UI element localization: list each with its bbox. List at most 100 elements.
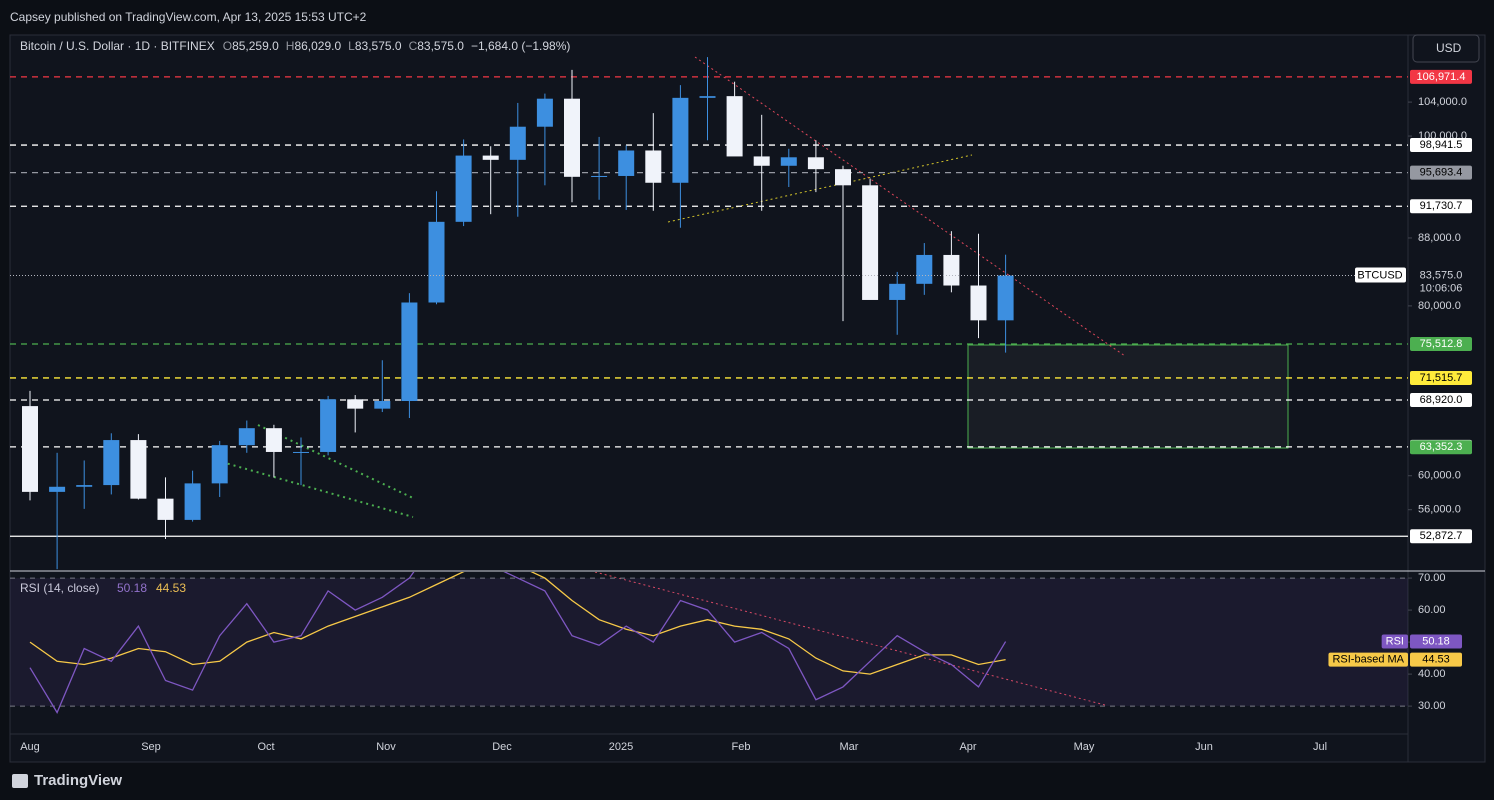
level-label: 75,512.8 [1420, 338, 1463, 350]
candle-body [618, 150, 635, 176]
level-tag [1410, 529, 1472, 544]
series-tag-name: RSI [1386, 635, 1404, 647]
series-tag [1381, 634, 1408, 649]
publisher-line: Capsey published on TradingView.com, Apr… [10, 10, 367, 24]
value-tag [1410, 652, 1462, 667]
value-label: 44.53 [1422, 654, 1450, 666]
level-tag [1410, 370, 1472, 385]
wedge-line [257, 424, 414, 499]
ohlc-value: 85,259.0 [232, 39, 279, 53]
level-tag [1410, 69, 1472, 84]
rsi-line [29, 572, 1007, 714]
candle-body [157, 498, 174, 520]
ohlc-key: O [223, 39, 232, 53]
symbol-tag [1355, 267, 1406, 283]
candles [22, 57, 1014, 570]
trendline [694, 56, 1126, 357]
y-tick-label: 104,000.0 [1418, 96, 1467, 108]
level-label: 63,352.3 [1420, 441, 1463, 453]
candle-body [184, 483, 201, 520]
level-tag [1410, 392, 1472, 407]
rsi-title: RSI (14, close) [20, 581, 99, 595]
level-tag [1410, 337, 1472, 352]
price-label: 83,575.0 [1420, 269, 1463, 281]
x-tick-label: Jul [1313, 741, 1327, 753]
candle-body [211, 445, 228, 484]
x-tick-label: Nov [376, 741, 396, 753]
level-label: 71,515.7 [1420, 372, 1463, 384]
candle-body [238, 428, 255, 446]
candle-body [889, 283, 906, 300]
rsi-value: 50.18 [117, 581, 147, 595]
currency-button[interactable] [1412, 34, 1480, 63]
rsi-band [10, 578, 1408, 707]
price-tag [1410, 267, 1472, 296]
value-tag [1410, 634, 1462, 649]
candle-body [807, 157, 824, 170]
symbol-label: BTCUSD [1357, 269, 1402, 281]
y-tick-label: 56,000.0 [1418, 504, 1461, 516]
level-tag [1410, 199, 1472, 214]
top-bar [0, 0, 1494, 35]
rsi-line [29, 572, 1006, 675]
value-label: 50.18 [1422, 635, 1450, 647]
x-tick-label: Oct [257, 741, 274, 753]
level-tag [1410, 440, 1472, 455]
y-tick-label: 80,000.0 [1418, 300, 1461, 312]
y-tick-label: 60.00 [1418, 604, 1446, 616]
trendline [667, 154, 973, 223]
series-tag-name: RSI-based MA [1332, 654, 1404, 666]
level-tag [1410, 138, 1472, 153]
level-label: 95,693.4 [1420, 167, 1463, 179]
x-tick-label: Sep [141, 741, 161, 753]
countdown: 10:06:06 [1420, 282, 1463, 294]
candle-body [916, 254, 933, 284]
candle-body [591, 175, 608, 177]
drawings [221, 56, 1289, 518]
currency-label[interactable]: USD [1436, 41, 1462, 55]
rsi-lines [29, 572, 1007, 714]
rsi-ma-value: 44.53 [156, 581, 186, 595]
footer-logo: TradingView [12, 772, 122, 789]
x-tick-label: Mar [840, 741, 859, 753]
candle-body [374, 401, 391, 409]
candle-body [564, 98, 580, 177]
candle-body [645, 150, 662, 183]
series-tag [1328, 652, 1408, 667]
y-tick-label: 70.00 [1418, 572, 1446, 584]
candle-body [428, 221, 445, 303]
candle-body [130, 440, 147, 499]
candle-body [726, 96, 743, 157]
candle-body [699, 96, 716, 98]
x-tick-label: 2025 [609, 741, 633, 753]
level-label: 98,941.5 [1420, 139, 1463, 151]
candle-body [835, 169, 851, 186]
y-tick-label: 40.00 [1418, 668, 1446, 680]
change: −1,684.0 (−1.98%) [471, 39, 570, 53]
candle-body [997, 275, 1014, 321]
candle-body [103, 440, 120, 486]
level-label: 68,920.0 [1420, 394, 1463, 406]
symbol-title: Bitcoin / U.S. Dollar · 1D · BITFINEX [20, 39, 215, 53]
candle-body [862, 185, 879, 300]
x-tick-label: Apr [959, 741, 976, 753]
candle-body [753, 156, 770, 166]
y-tick-label: 88,000.0 [1418, 232, 1461, 244]
x-tick-label: Aug [20, 741, 40, 753]
level-label: 91,730.7 [1420, 200, 1463, 212]
x-tick-label: Dec [492, 741, 512, 753]
y-tick-label: 30.00 [1418, 700, 1446, 712]
ohlc-key: C [409, 39, 418, 53]
logo-icon [12, 774, 28, 788]
candle-body [970, 285, 987, 321]
chart-panel [9, 34, 1486, 763]
candle-body [293, 451, 309, 453]
level-tag [1410, 165, 1472, 180]
candle-body [482, 155, 499, 160]
ohlc-key: L [348, 39, 355, 53]
candle-body [22, 406, 38, 492]
ohlc-value: 83,575.0 [417, 39, 464, 53]
